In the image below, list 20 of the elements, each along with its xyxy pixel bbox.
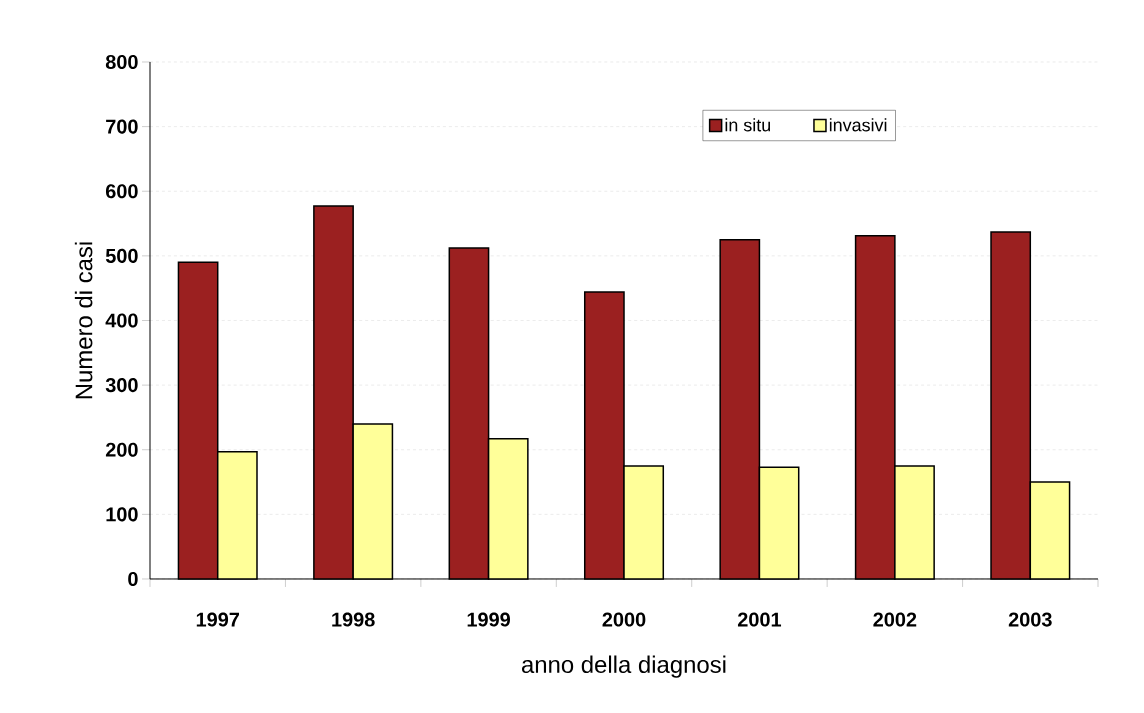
x-tick-label: 2001 <box>737 612 782 627</box>
legend-label: in situ <box>725 118 771 132</box>
x-tick-label: 2003 <box>1008 612 1052 627</box>
x-tick-label: 1999 <box>467 612 510 627</box>
x-tick-label: 2002 <box>873 612 917 627</box>
y-tick-label: 700 <box>106 119 138 134</box>
x-axis-title: anno della diagnosi <box>521 655 726 678</box>
y-axis-title: Numero di casi <box>74 242 93 399</box>
x-tick-label: 2000 <box>602 612 646 627</box>
x-tick-label: 1998 <box>332 612 375 627</box>
y-tick-label: 400 <box>105 313 138 328</box>
y-tick-label: 500 <box>105 248 138 263</box>
y-tick-label: 600 <box>105 184 138 199</box>
y-tick-label: 100 <box>106 507 138 522</box>
y-tick-label: 0 <box>128 571 138 587</box>
y-tick-label: 200 <box>105 442 138 457</box>
y-tick-label: 800 <box>105 54 138 70</box>
y-tick-label: 300 <box>105 378 138 393</box>
legend-label: invasivi <box>829 118 887 132</box>
x-tick-label: 1997 <box>196 612 239 627</box>
